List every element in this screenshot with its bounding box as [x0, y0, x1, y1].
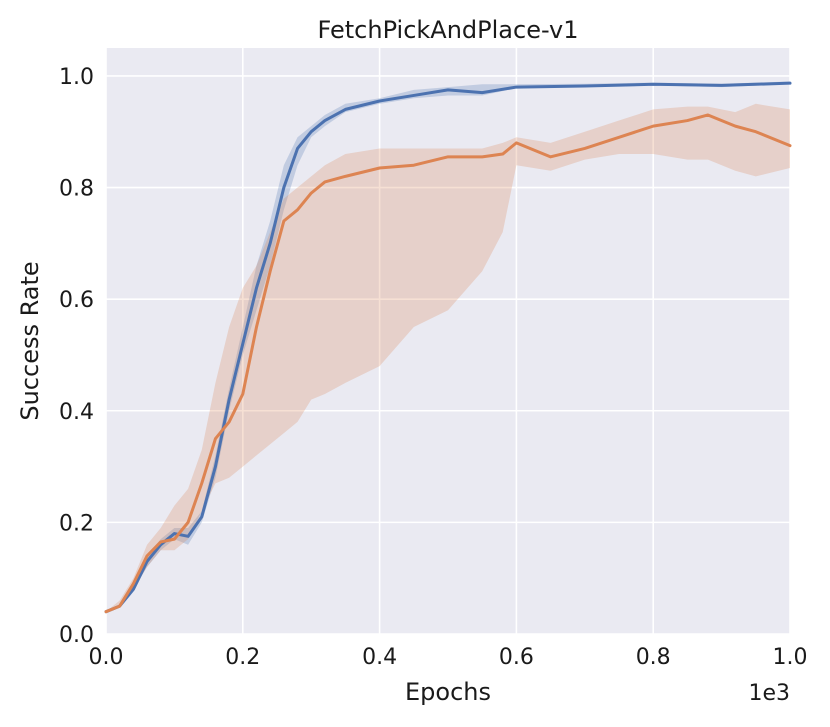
x-tick-label-1: 0.2: [225, 645, 260, 670]
x-tick-label-0: 0.0: [89, 645, 124, 670]
y-axis-label: Success Rate: [16, 261, 44, 420]
x-axis-offset-label: 1e3: [748, 681, 790, 706]
series-1-line: [104, 113, 792, 614]
x-tick-label-2: 0.4: [362, 645, 397, 670]
series-1-band: [106, 103, 790, 612]
chart-title: FetchPickAndPlace-v1: [318, 16, 579, 44]
plot-background: [106, 48, 790, 634]
y-tick-labels: 0.0 0.2 0.4 0.6 0.8 1.0: [59, 65, 94, 648]
x-tick-labels: 0.0 0.2 0.4 0.6 0.8 1.0: [89, 645, 808, 670]
x-tick-label-4: 0.8: [636, 645, 671, 670]
y-tick-label-0: 0.0: [59, 623, 94, 648]
y-tick-label-2: 0.4: [59, 400, 94, 425]
y-tick-label-4: 0.8: [59, 177, 94, 202]
y-tick-label-1: 0.2: [59, 511, 94, 536]
x-tick-label-3: 0.6: [499, 645, 534, 670]
x-tick-label-5: 1.0: [773, 645, 808, 670]
x-axis-label: Epochs: [405, 678, 491, 706]
y-tick-label-3: 0.6: [59, 288, 94, 313]
y-tick-label-5: 1.0: [59, 65, 94, 90]
series-lines: [104, 81, 792, 614]
